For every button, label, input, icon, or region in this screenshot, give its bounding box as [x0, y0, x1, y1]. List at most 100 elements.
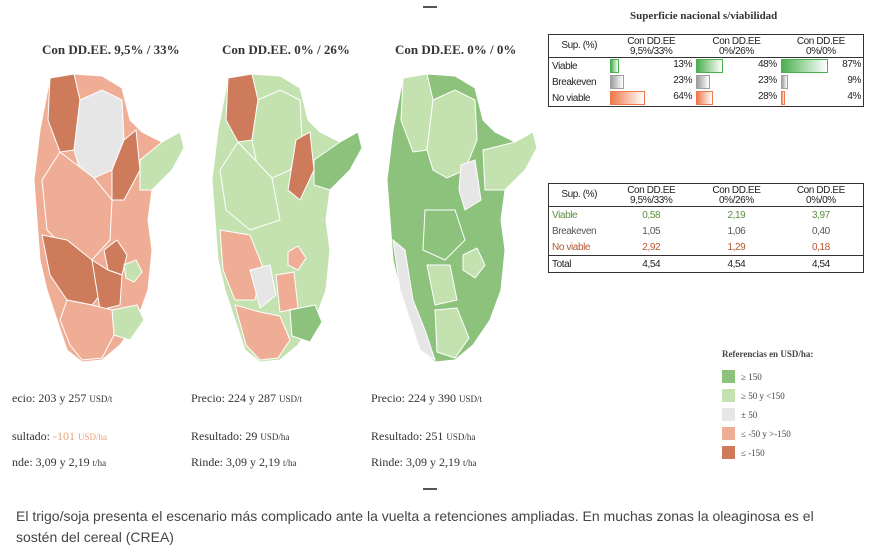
table2-col-header: Con DD.EE 0%/0% — [779, 184, 864, 207]
table2-col3-line2: 0%/0% — [806, 195, 836, 206]
map3-rinde-unit: t/ha — [463, 458, 477, 468]
map2-resultado-value: 29 — [245, 429, 258, 443]
table1-header-row: Sup. (%) Con DD.EE 9,5%/33% Con DD.EE 0%/2… — [548, 35, 864, 58]
map1-stats: ecio: 203 y 257 USD/t sultado: -101 USD/ha… — [12, 390, 112, 478]
map1-rinde-value: 3,09 y 2,19 — [35, 455, 90, 469]
table2-row-label: Total — [552, 258, 572, 270]
table2-value: 0,58 — [642, 209, 661, 221]
map3-precio-unit: USD/t — [459, 394, 483, 404]
table2-col3-line1: Con DD.EE — [796, 185, 845, 196]
map3-resultado-value: 251 — [425, 429, 444, 443]
table1-row-label: Viable — [552, 60, 578, 72]
legend-swatch — [722, 446, 735, 459]
legend-swatch — [722, 389, 735, 402]
map2-stats: Precio: 224 y 287 USD/t Resultado: 29 USD/… — [191, 390, 302, 478]
map2-rinde-label: Rinde: — [191, 455, 223, 469]
table1-bar — [780, 59, 828, 73]
table2-col2-line1: Con DD.EE — [712, 185, 761, 196]
map3 — [365, 60, 545, 370]
table1-col2-line2: 0%/26% — [718, 46, 754, 57]
map3-region-c2 — [426, 264, 458, 306]
table1-title: Superficie nacional s/viabilidad — [630, 10, 778, 22]
map2-region-ne2 — [313, 131, 363, 191]
table1-cell: 4% — [779, 90, 864, 107]
map2-region-c1 — [219, 141, 281, 231]
map2-region-c4 — [275, 271, 299, 313]
legend-item: ± 50 — [722, 405, 813, 424]
legend-label: ≥ 150 — [741, 371, 762, 382]
table2-value: 1,06 — [727, 225, 746, 237]
map1-region-se — [111, 304, 145, 341]
legend-swatch — [722, 427, 735, 440]
map1-region-s — [59, 299, 115, 361]
table1-bar — [610, 91, 646, 105]
map2 — [190, 60, 370, 370]
table1-cell: 13% — [608, 58, 694, 75]
table2-value: 0,40 — [811, 225, 830, 237]
table1-row-label: Breakeven — [552, 76, 597, 88]
map3-title: Con DD.EE. 0% / 0% — [395, 42, 517, 57]
table1-cell: 64% — [608, 90, 694, 107]
table2-value: 1,05 — [642, 225, 661, 237]
map3-resultado-label: Resultado: — [371, 429, 423, 443]
table1-value: 28% — [757, 91, 777, 102]
table1-bar — [696, 91, 714, 105]
map1-resultado-unit: USD/ha — [78, 432, 107, 442]
map2-region-c2 — [219, 229, 263, 301]
table1-col3-line1: Con DD.EE — [796, 36, 845, 47]
map1 — [12, 60, 192, 370]
map3-region-ne — [482, 131, 538, 191]
table1-bar — [610, 59, 620, 73]
map1-precio-unit: USD/t — [89, 394, 113, 404]
caption: El trigo/soja presenta el escenario más … — [16, 508, 814, 545]
map3-region-w — [392, 238, 436, 362]
map1-resultado-value: -101 — [53, 429, 75, 443]
table2-col-header: Con DD.EE 0%/26% — [694, 184, 779, 207]
table2-value: 4,54 — [642, 258, 661, 270]
table1-value: 23% — [757, 75, 777, 86]
map2-precio-unit: USD/t — [279, 394, 303, 404]
map3-rinde-label: Rinde: — [371, 455, 403, 469]
legend-label: ± 50 — [741, 409, 758, 420]
table2-value: 4,54 — [727, 258, 746, 270]
table1-row-label: No viable — [552, 92, 591, 104]
map3-region-c — [422, 209, 466, 261]
map1-region-e — [123, 259, 143, 283]
bottom-divider — [423, 488, 437, 490]
map3-rinde-value: 3,09 y 2,19 — [406, 455, 460, 469]
table-row: Viable 13% 48% 87% — [549, 58, 864, 75]
table2-value: 1,29 — [727, 241, 746, 253]
map2-region-ne1 — [287, 131, 315, 201]
table2-col-header: Con DD.EE 9,5%/33% — [608, 184, 694, 207]
map2-resultado-label: Resultado: — [191, 429, 243, 443]
table2-col1-line2: 9,5%/33% — [630, 195, 673, 206]
table2-value: 2,19 — [727, 209, 746, 221]
legend-item: ≥ 50 y <150 — [722, 386, 813, 405]
legend: Referencias en USD/ha: ≥ 150 ≥ 50 y <150… — [722, 349, 813, 462]
map2-region-n — [251, 89, 303, 179]
table2-corner: Sup. (%) — [561, 189, 598, 200]
map1-region-ne1 — [111, 129, 141, 201]
table-row: Breakeven 23% 23% 9% — [549, 74, 864, 90]
table2-header-row: Sup. (%) Con DD.EE 9,5%/33% Con DD.EE 0%/2… — [548, 184, 864, 207]
table1-bar — [780, 91, 785, 105]
map2-precio-label: Precio: — [191, 391, 225, 405]
map3-region-c3 — [462, 247, 486, 279]
table1-cell: 23% — [694, 74, 779, 90]
table1-bar — [696, 75, 711, 89]
legend-label: ≥ 50 y <150 — [741, 390, 785, 401]
map1-precio-value: 203 y 257 — [38, 391, 87, 405]
table1-col1-line1: Con DD.EE — [627, 36, 676, 47]
map2-region-s — [234, 304, 291, 361]
map2-rinde-value: 3,09 y 2,19 — [226, 455, 280, 469]
legend-label: ≤ -50 y >-150 — [741, 428, 791, 439]
table2-row-label: Viable — [552, 209, 578, 221]
table-row: Total 4,54 4,54 4,54 — [548, 255, 864, 273]
table-row: Viable 0,58 2,19 3,97 — [549, 207, 864, 224]
table-row: No viable 64% 28% 4% — [549, 90, 864, 107]
table1-col-header: Con DD.EE 0%/26% — [694, 35, 779, 58]
map2-rinde-unit: t/ha — [283, 458, 297, 468]
legend-item: ≤ -150 — [722, 443, 813, 462]
map2-region-se — [289, 304, 323, 343]
legend-label: ≤ -150 — [741, 447, 765, 458]
